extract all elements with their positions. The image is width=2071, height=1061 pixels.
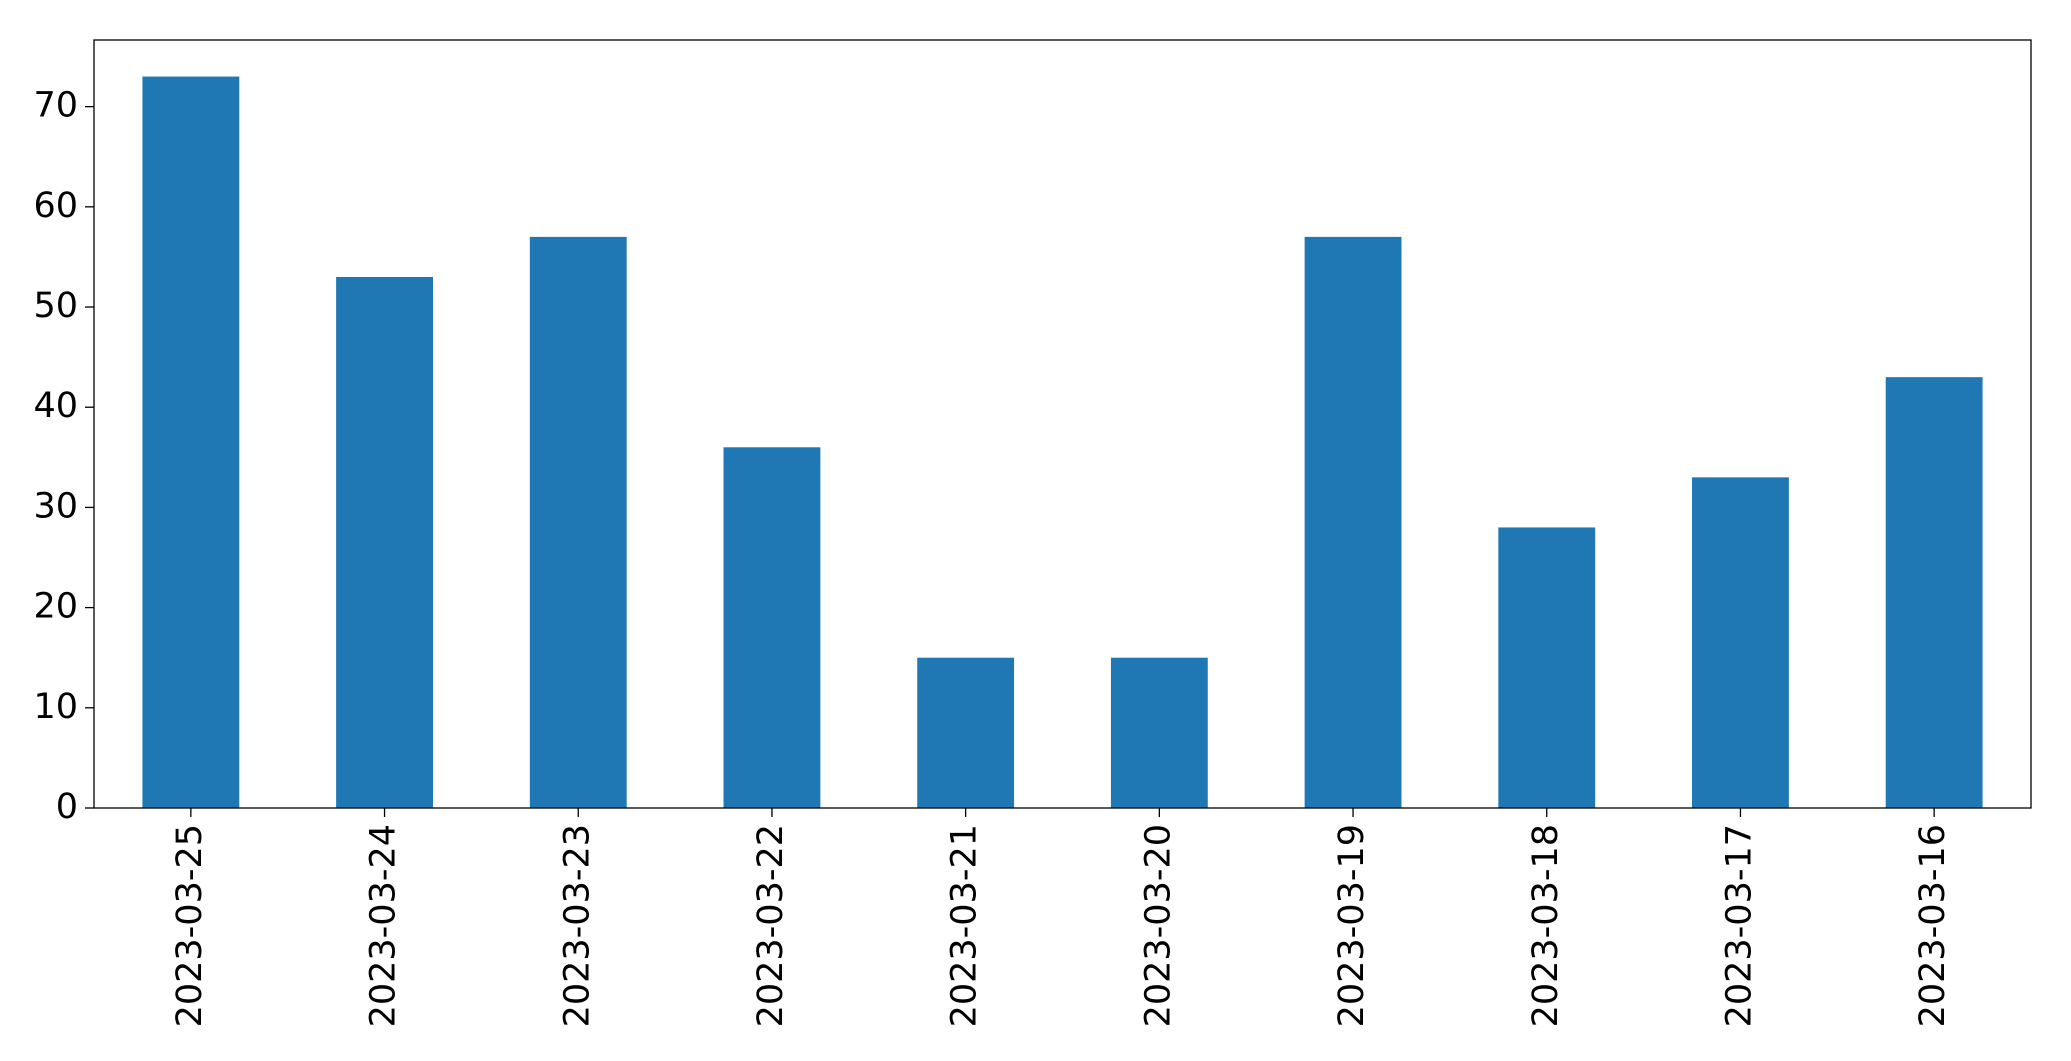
x-tick-label: 2023-03-19 [1332,824,1372,1027]
bar [1885,377,1983,808]
bar [1692,477,1789,808]
bar [723,447,821,808]
bar [1110,657,1208,808]
bar [917,657,1015,808]
x-tick-label: 2023-03-17 [1719,824,1759,1027]
y-tick-label: 0 [56,787,78,827]
plot-frame [93,39,2032,809]
x-tick-label: 2023-03-21 [945,824,985,1027]
y-tick-label: 30 [33,486,78,526]
y-tick-label: 60 [33,186,78,226]
y-tick-label: 50 [33,286,78,326]
y-tick-label: 40 [33,386,78,426]
bar [336,276,433,808]
x-tick-label: 2023-03-25 [170,824,210,1027]
bar [1304,236,1402,809]
y-tick-label: 20 [33,587,78,627]
x-tick-label: 2023-03-23 [557,824,597,1027]
x-tick-label: 2023-03-20 [1138,824,1178,1027]
bar [142,76,240,809]
x-tick-label: 2023-03-16 [1913,824,1953,1027]
bar [1498,527,1596,808]
x-tick-label: 2023-03-22 [751,824,791,1027]
bar [529,236,627,809]
x-tick-label: 2023-03-18 [1526,824,1566,1027]
y-tick-label: 10 [33,687,78,727]
x-tick-label: 2023-03-24 [364,824,404,1027]
y-tick-label: 70 [33,86,78,126]
